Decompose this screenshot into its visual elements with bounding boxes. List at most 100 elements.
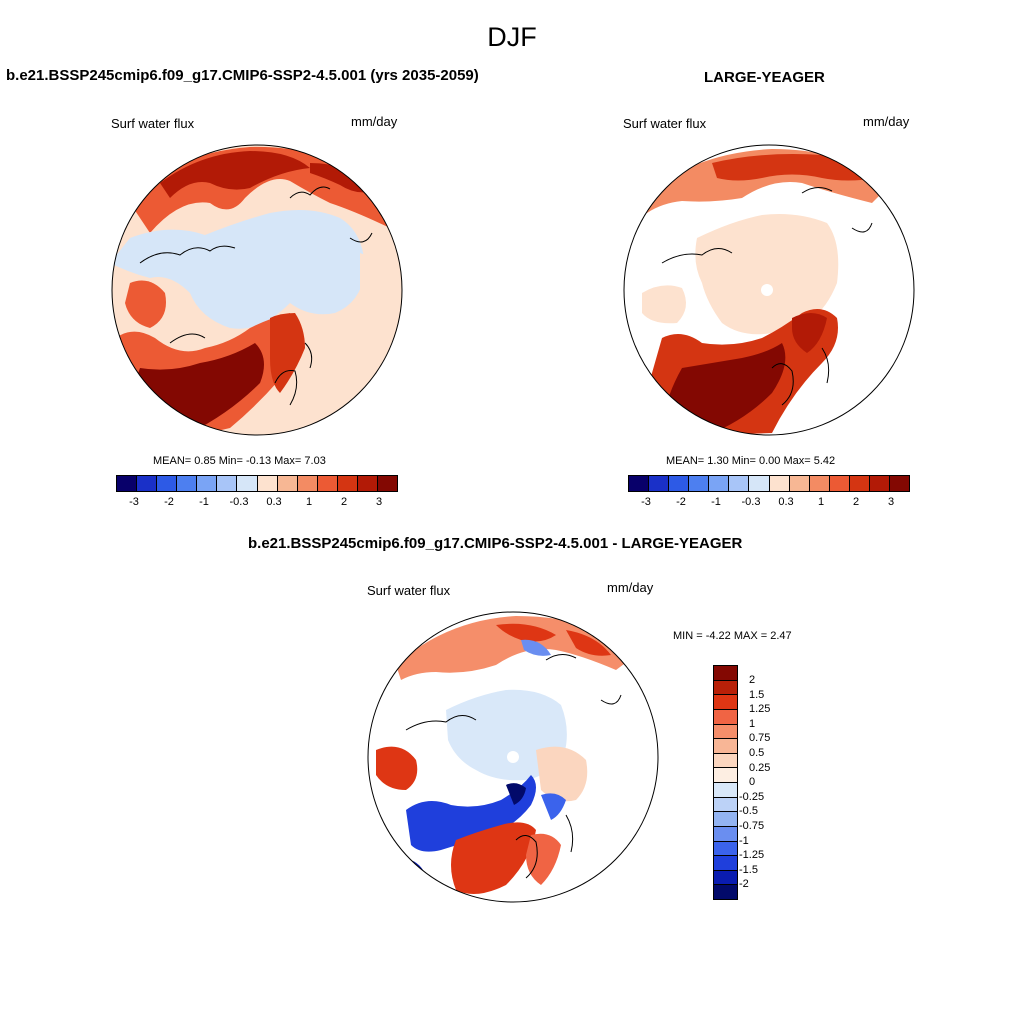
colorbar-tick-label: 0.3 (778, 496, 794, 508)
colorbar-tick-label: 1 (749, 717, 756, 730)
panel-diff-polar-map (367, 611, 659, 903)
colorbar-tick-label: 1.5 (749, 688, 765, 701)
colorbar-tick-label: -2 (164, 496, 174, 508)
colorbar-swatch (714, 753, 737, 769)
colorbar-swatch (357, 476, 379, 491)
season-title: DJF (487, 22, 537, 52)
colorbar-swatch (789, 476, 810, 491)
panel-case-max-label: Max= (274, 455, 302, 467)
colorbar-tick-label: -1.25 (739, 849, 765, 862)
colorbar-tick-label: 1.25 (749, 703, 771, 716)
colorbar-swatch (714, 695, 737, 710)
colorbar-swatch (714, 724, 737, 740)
colorbar-tick-label: -0.3 (741, 496, 761, 508)
colorbar-tick-label: -1 (711, 496, 721, 508)
colorbar-swatch (137, 476, 158, 491)
colorbar-swatch (217, 476, 238, 491)
colorbar-swatch (317, 476, 338, 491)
colorbar-swatch (714, 666, 737, 681)
colorbar-tick-label: -1.5 (739, 863, 758, 876)
panel-obs-max-value: 5.42 (813, 455, 836, 467)
colorbar-tick-label: -2 (739, 878, 749, 891)
colorbar-swatch (237, 476, 258, 491)
colorbar-tick-label: 0.3 (266, 496, 282, 508)
colorbar-tick-label: -1 (739, 834, 749, 847)
colorbar-swatch (177, 476, 198, 491)
colorbar-swatch (729, 476, 750, 491)
panel-obs-min-label: Min= (731, 455, 756, 467)
panel-case-polar-map (111, 144, 403, 436)
colorbar-tick-label: 0.25 (749, 761, 771, 774)
panel-obs-max-label: Max= (783, 455, 811, 467)
colorbar-tick-label: 1 (817, 496, 825, 508)
colorbar-swatch (197, 476, 218, 491)
colorbar-swatch (890, 476, 910, 491)
colorbar-tick-label: -2 (676, 496, 686, 508)
colorbar-swatch (829, 476, 850, 491)
panel-diff-colorbar (713, 665, 738, 900)
panel-case-units-label: mm/day (351, 114, 398, 129)
colorbar-swatch (714, 841, 737, 857)
panel-diff-units-label: mm/day (607, 580, 654, 595)
panel-diff-title: b.e21.BSSP245cmip6.f09_g17.CMIP6-SSP2-4.… (248, 535, 743, 552)
colorbar-swatch (649, 476, 670, 491)
colorbar-tick-label: 0 (749, 776, 756, 789)
colorbar-tick-label: 3 (887, 496, 895, 508)
colorbar-swatch (714, 856, 737, 871)
panel-obs-units-label: mm/day (863, 114, 910, 129)
panel-case-min-label: Min= (218, 455, 243, 467)
colorbar-tick-label: 2 (749, 674, 756, 686)
panel-obs-mean-label: MEAN= (666, 455, 705, 467)
colorbar-swatch (337, 476, 358, 491)
panel-obs-title: LARGE-YEAGER (704, 69, 825, 86)
panel-obs-colorbar (628, 475, 910, 492)
colorbar-tick-label: -0.5 (739, 805, 758, 818)
panel-diff-minmax: MIN = -4.22 MAX = 2.47 (673, 630, 792, 642)
colorbar-tick-label: -0.3 (229, 496, 249, 508)
colorbar-swatch (714, 739, 737, 754)
colorbar-swatch (809, 476, 830, 491)
colorbar-tick-label: 0.75 (749, 732, 771, 745)
colorbar-tick-label: 2 (852, 496, 860, 508)
colorbar-swatch (117, 476, 138, 491)
colorbar-tick-label: -1 (199, 496, 209, 508)
panel-obs-min-value: 0.00 (758, 455, 781, 467)
colorbar-swatch (714, 680, 737, 696)
colorbar-swatch (714, 826, 737, 842)
colorbar-tick-label: 1 (305, 496, 313, 508)
colorbar-swatch (629, 476, 650, 491)
colorbar-swatch (714, 870, 737, 886)
colorbar-tick-label: 3 (375, 496, 383, 508)
colorbar-swatch (714, 783, 737, 798)
panel-case-mean-value: 0.85 (194, 455, 216, 467)
colorbar-swatch (714, 812, 737, 827)
colorbar-tick-label: -3 (641, 496, 651, 508)
panel-obs-polar-map (623, 144, 915, 436)
colorbar-swatch (849, 476, 870, 491)
colorbar-swatch (277, 476, 298, 491)
colorbar-tick-label: -0.25 (739, 790, 765, 803)
colorbar-swatch (257, 476, 278, 491)
colorbar-swatch (689, 476, 710, 491)
colorbar-tick-label: -0.75 (739, 820, 765, 832)
panel-case-stats: MEAN= 0.85 Min= -0.13 Max= 7.03 (153, 455, 326, 467)
panel-case-max-value: 7.03 (304, 455, 326, 467)
colorbar-swatch (714, 797, 737, 813)
colorbar-swatch (378, 476, 398, 491)
colorbar-swatch (769, 476, 790, 491)
colorbar-swatch (297, 476, 318, 491)
colorbar-swatch (749, 476, 770, 491)
panel-case-variable-label: Surf water flux (111, 116, 195, 131)
panel-obs-variable-label: Surf water flux (623, 116, 707, 131)
colorbar-swatch (714, 885, 737, 899)
panel-case-colorbar (116, 475, 398, 492)
colorbar-swatch (869, 476, 891, 491)
colorbar-swatch (714, 709, 737, 725)
panel-obs-stats: MEAN= 1.30 Min= 0.00 Max= 5.42 (666, 455, 835, 467)
panel-diff-variable-label: Surf water flux (367, 583, 451, 598)
panel-obs-mean-value: 1.30 (707, 455, 729, 467)
colorbar-tick-label: 0.5 (749, 747, 765, 759)
panel-case-title: b.e21.BSSP245cmip6.f09_g17.CMIP6-SSP2-4.… (6, 67, 479, 84)
colorbar-swatch (709, 476, 730, 491)
colorbar-tick-label: -3 (129, 496, 139, 508)
